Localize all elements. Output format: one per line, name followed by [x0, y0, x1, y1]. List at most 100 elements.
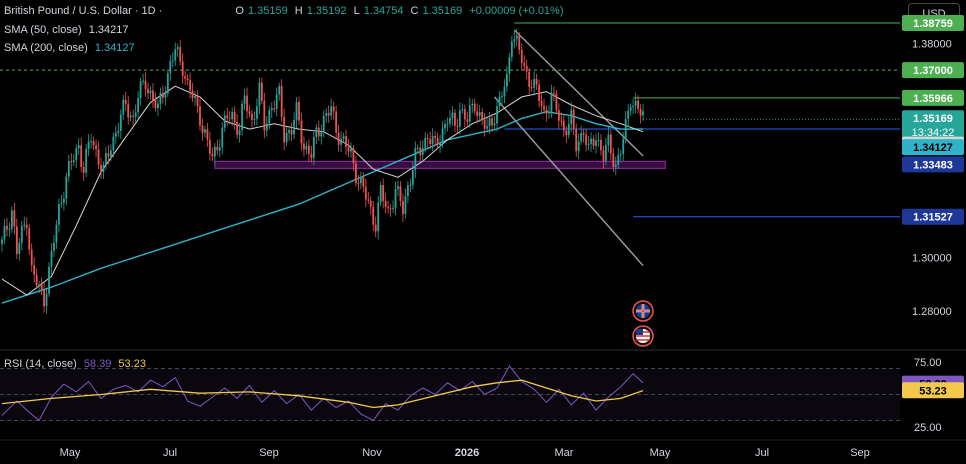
- candle-body[interactable]: [384, 200, 387, 207]
- candle-body[interactable]: [416, 147, 419, 149]
- candle-body[interactable]: [367, 199, 370, 201]
- candle-body[interactable]: [501, 96, 503, 98]
- candle-body[interactable]: [518, 35, 521, 50]
- candle-body[interactable]: [263, 100, 266, 131]
- candle-body[interactable]: [114, 132, 117, 137]
- candle-body[interactable]: [43, 289, 45, 307]
- candle-body[interactable]: [530, 86, 533, 88]
- candle-body[interactable]: [421, 148, 424, 155]
- candle-body[interactable]: [92, 141, 95, 146]
- candle-body[interactable]: [67, 161, 70, 177]
- candle-body[interactable]: [87, 141, 90, 149]
- candle-body[interactable]: [256, 106, 258, 119]
- candle-body[interactable]: [476, 111, 479, 116]
- candle-body[interactable]: [493, 123, 496, 126]
- candle-body[interactable]: [513, 39, 516, 42]
- candle-body[interactable]: [458, 110, 461, 127]
- candle-body[interactable]: [211, 153, 214, 157]
- candle-body[interactable]: [612, 153, 615, 168]
- candle-body[interactable]: [223, 115, 226, 128]
- candle-body[interactable]: [243, 95, 246, 104]
- candle-body[interactable]: [186, 78, 189, 80]
- candle-body[interactable]: [28, 228, 31, 250]
- candle-body[interactable]: [95, 145, 97, 150]
- candle-body[interactable]: [634, 100, 637, 106]
- candle-body[interactable]: [206, 129, 209, 140]
- candle-body[interactable]: [174, 49, 177, 61]
- candle-body[interactable]: [639, 109, 642, 116]
- candle-body[interactable]: [587, 143, 590, 145]
- candle-body[interactable]: [171, 60, 174, 62]
- candle-body[interactable]: [419, 147, 422, 155]
- price-label-1.35966[interactable]: 1.35966: [913, 93, 953, 105]
- candle-body[interactable]: [82, 166, 85, 173]
- rsi-legend[interactable]: RSI (14, close) 58.39 53.23: [4, 358, 150, 370]
- candle-body[interactable]: [607, 134, 610, 146]
- channel-lower-line[interactable]: [493, 96, 644, 267]
- candle-body[interactable]: [389, 208, 392, 210]
- candle-body[interactable]: [590, 138, 592, 144]
- price-label-1.37000[interactable]: 1.37000: [913, 65, 953, 77]
- candle-body[interactable]: [80, 145, 83, 167]
- candle-body[interactable]: [228, 118, 231, 120]
- candle-body[interactable]: [1, 239, 3, 245]
- candle-body[interactable]: [580, 133, 583, 142]
- candle-body[interactable]: [127, 103, 130, 118]
- candle-body[interactable]: [20, 226, 23, 243]
- gb-flag-icon[interactable]: [632, 300, 654, 322]
- candle-body[interactable]: [461, 109, 464, 111]
- candle-body[interactable]: [553, 92, 555, 94]
- candle-body[interactable]: [369, 200, 372, 207]
- candle-body[interactable]: [253, 118, 256, 120]
- candle-body[interactable]: [166, 73, 169, 94]
- candle-body[interactable]: [570, 109, 573, 124]
- candle-body[interactable]: [577, 141, 580, 152]
- candle-body[interactable]: [567, 123, 570, 136]
- rsi-ma-line[interactable]: [1, 379, 644, 409]
- candle-body[interactable]: [35, 274, 38, 286]
- candle-body[interactable]: [72, 160, 75, 163]
- candle-body[interactable]: [483, 119, 486, 129]
- candle-body[interactable]: [436, 137, 439, 145]
- candle-body[interactable]: [330, 106, 333, 116]
- candle-body[interactable]: [562, 120, 565, 131]
- candle-body[interactable]: [481, 112, 484, 120]
- candle-body[interactable]: [280, 85, 283, 117]
- candle-body[interactable]: [142, 80, 144, 82]
- candle-body[interactable]: [288, 130, 290, 133]
- candle-body[interactable]: [491, 118, 493, 126]
- candle-body[interactable]: [424, 137, 427, 149]
- candle-body[interactable]: [300, 120, 303, 144]
- candle-body[interactable]: [33, 265, 36, 275]
- candle-body[interactable]: [332, 106, 335, 112]
- price-label-1.33483[interactable]: 1.33483: [913, 159, 953, 171]
- candle-body[interactable]: [107, 153, 110, 157]
- candle-body[interactable]: [451, 112, 454, 118]
- candle-body[interactable]: [189, 79, 191, 91]
- candle-body[interactable]: [30, 249, 33, 266]
- candle-body[interactable]: [295, 102, 298, 121]
- candle-body[interactable]: [213, 146, 216, 157]
- candle-body[interactable]: [251, 113, 253, 120]
- candle-body[interactable]: [364, 186, 367, 200]
- candle-body[interactable]: [377, 202, 380, 232]
- channel-upper-line[interactable]: [513, 29, 644, 157]
- candle-body[interactable]: [449, 117, 451, 124]
- candle-body[interactable]: [503, 86, 506, 97]
- candle-body[interactable]: [605, 145, 607, 161]
- candle-body[interactable]: [463, 109, 466, 120]
- candle-body[interactable]: [204, 129, 206, 133]
- candle-body[interactable]: [290, 130, 293, 135]
- price-label-1.38759[interactable]: 1.38759: [913, 18, 953, 30]
- candle-body[interactable]: [70, 161, 73, 163]
- candle-body[interactable]: [298, 102, 300, 121]
- candle-body[interactable]: [456, 125, 459, 127]
- candle-body[interactable]: [218, 147, 221, 151]
- candle-body[interactable]: [362, 177, 365, 187]
- candle-body[interactable]: [310, 153, 313, 158]
- candle-body[interactable]: [345, 136, 347, 148]
- candle-body[interactable]: [627, 110, 630, 120]
- candle-body[interactable]: [496, 106, 498, 124]
- candle-body[interactable]: [278, 85, 281, 95]
- candle-body[interactable]: [315, 127, 318, 137]
